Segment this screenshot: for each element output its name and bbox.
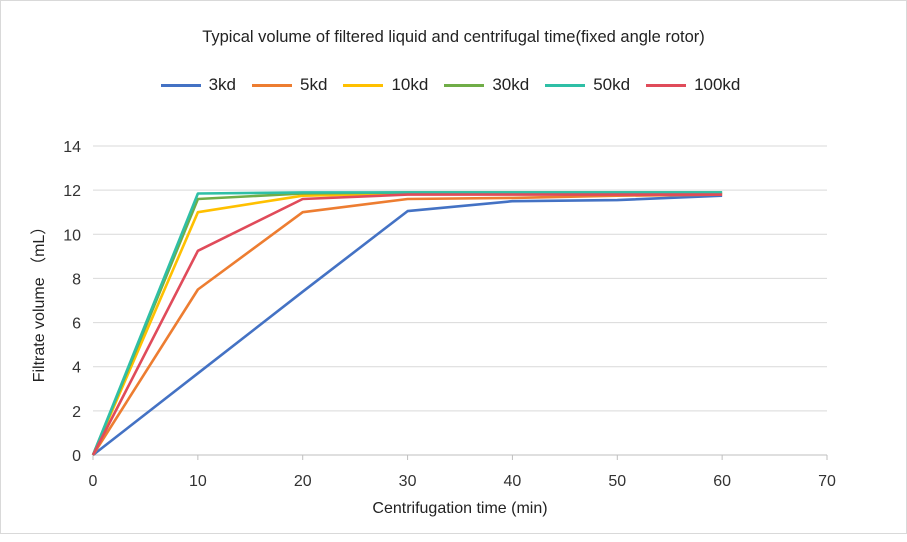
chart-legend: 3kd 5kd 10kd 30kd 50kd 100kd — [0, 75, 907, 95]
legend-label: 3kd — [208, 75, 237, 94]
gridlines — [93, 145, 827, 412]
legend-swatch — [252, 83, 293, 87]
legend-label: 10kd — [391, 75, 429, 94]
legend-item-5kd: 5kd — [252, 75, 327, 95]
x-axis-label: Centrifugation time (min) — [372, 500, 547, 517]
x-tick-label: 30 — [399, 473, 417, 490]
axes — [92, 454, 828, 460]
legend-item-10kd: 10kd — [343, 75, 428, 95]
legend-swatch — [160, 83, 201, 87]
y-tick-label: 2 — [72, 404, 81, 421]
y-tick-label: 12 — [63, 183, 81, 200]
x-tick-label: 50 — [608, 473, 626, 490]
legend-item-3kd: 3kd — [160, 75, 237, 95]
series-line-100kd — [91, 193, 723, 456]
x-tick-label: 0 — [89, 473, 98, 490]
series-lines — [91, 191, 723, 457]
series-line-50kd — [91, 191, 723, 456]
series-line-10kd — [91, 192, 723, 456]
y-tick-label: 8 — [72, 271, 81, 288]
legend-label: 30kd — [492, 75, 530, 94]
legend-label: 5kd — [300, 75, 328, 94]
legend-label: 50kd — [593, 75, 631, 94]
legend-swatch — [646, 83, 687, 87]
y-tick-label: 14 — [63, 139, 81, 156]
y-tick-label: 0 — [72, 448, 81, 465]
x-tick-label: 70 — [818, 473, 836, 490]
series-line-3kd — [92, 194, 723, 457]
y-axis-label: Filtrate volume （mL） — [30, 219, 48, 383]
x-tick-label: 20 — [294, 473, 312, 490]
legend-swatch — [343, 83, 384, 87]
legend-item-100kd: 100kd — [646, 75, 740, 95]
legend-label: 100kd — [694, 75, 741, 94]
y-tick-label: 10 — [63, 227, 81, 244]
legend-swatch — [444, 83, 485, 87]
tick-labels: 0 2 4 6 8 10 12 14 0 10 20 30 40 50 60 70 — [63, 139, 836, 490]
x-tick-label: 40 — [504, 473, 522, 490]
y-tick-label: 6 — [72, 316, 81, 333]
legend-swatch — [545, 83, 586, 87]
x-tick-label: 60 — [713, 473, 731, 490]
y-tick-label: 4 — [72, 360, 81, 377]
x-tick-label: 10 — [189, 473, 207, 490]
legend-item-30kd: 30kd — [444, 75, 529, 95]
chart-title: Typical volume of filtered liquid and ce… — [202, 28, 705, 46]
legend-item-50kd: 50kd — [545, 75, 630, 95]
series-line-30kd — [91, 191, 723, 456]
